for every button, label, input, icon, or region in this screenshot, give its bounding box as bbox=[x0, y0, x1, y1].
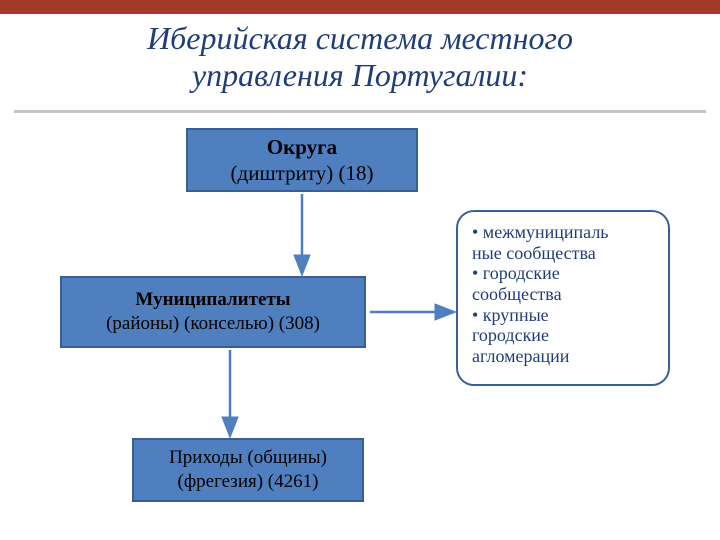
arrows bbox=[0, 0, 720, 540]
